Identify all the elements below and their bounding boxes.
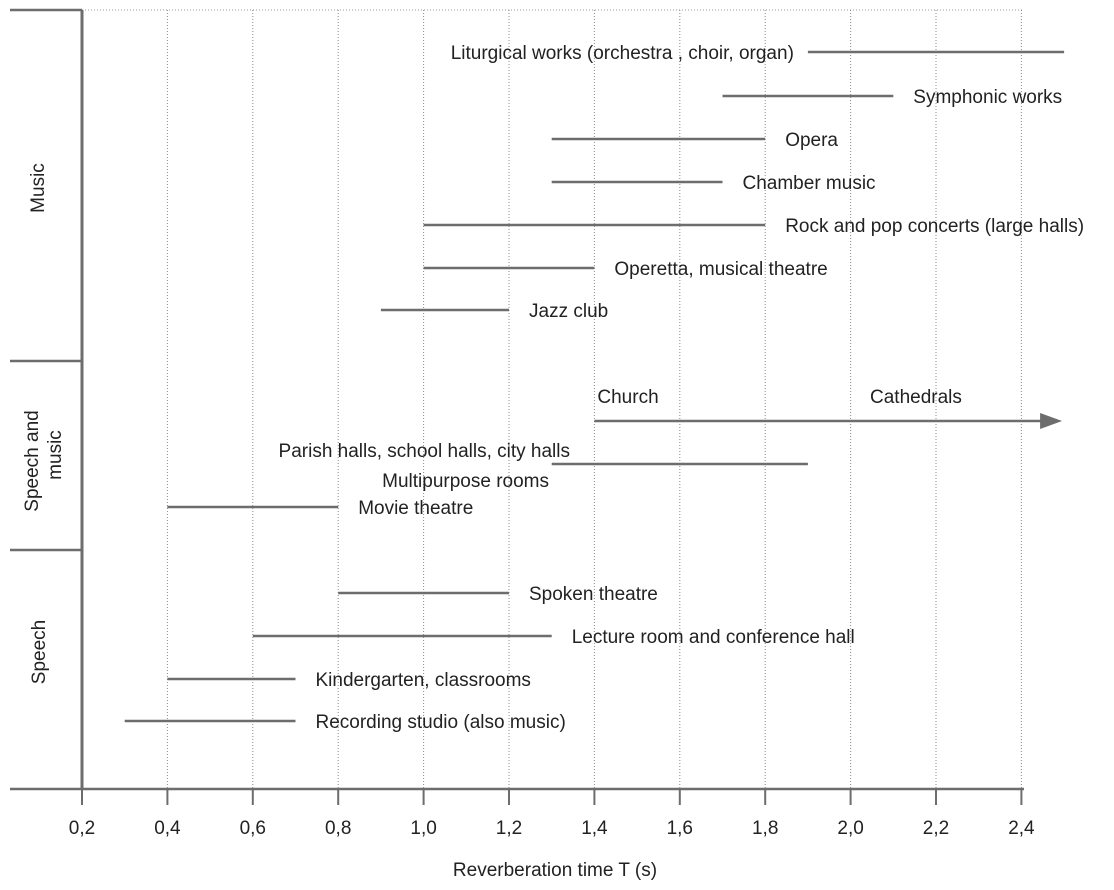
- bar-label: Rock and pop concerts (large halls): [785, 216, 1084, 237]
- group-label: Music: [28, 163, 49, 213]
- bar-label: Lecture room and conference hall: [572, 627, 855, 648]
- bar-label: Kindergarten, classrooms: [316, 670, 531, 691]
- x-tick-label: 1,6: [667, 818, 693, 839]
- x-tick-label: 1,4: [581, 818, 608, 839]
- bar-label: Operetta, musical theatre: [614, 259, 827, 280]
- x-tick-label: 0,4: [154, 818, 181, 839]
- x-tick-label: 1,0: [410, 818, 436, 839]
- x-tick-label: 0,8: [325, 818, 351, 839]
- bar-label: Jazz club: [529, 301, 608, 322]
- x-tick-label: 1,8: [752, 818, 778, 839]
- bar-label: Multipurpose rooms: [382, 471, 549, 492]
- x-tick-label: 2,2: [923, 818, 949, 839]
- x-axis-title: Reverberation time T (s): [453, 860, 657, 881]
- bar-label: Chamber music: [743, 173, 876, 194]
- range-bars: [124, 50, 1065, 723]
- x-tick-label: 0,6: [240, 818, 266, 839]
- arrow-head: [1040, 413, 1063, 429]
- axes: 0,2 0,4 0,6 0,8 1,0 1,2 1,4 1,6 1,8 2,0 2,2 2,4 Musi…: [10, 8, 1035, 839]
- group-label: Speech and: [22, 410, 43, 511]
- bar-label: Church: [597, 387, 658, 408]
- x-tick-label: 1,2: [496, 818, 522, 839]
- bar-label: Symphonic works: [913, 87, 1062, 108]
- x-tick-label: 2,4: [1008, 818, 1035, 839]
- group-label: Speech: [29, 620, 50, 684]
- bar-label: Opera: [785, 130, 838, 151]
- x-tick-label: 0,2: [69, 818, 95, 839]
- bar-label: Parish halls, school halls, city halls: [279, 441, 570, 462]
- bar-label: Movie theatre: [358, 498, 473, 519]
- group-label: music: [45, 430, 66, 480]
- x-tick-label: 2,0: [837, 818, 863, 839]
- bar-label: Liturgical works (orchestra , choir, org…: [451, 43, 794, 64]
- bar-label: Recording studio (also music): [316, 712, 566, 733]
- bar-labels: Liturgical works (orchestra , choir, org…: [279, 43, 1085, 733]
- bar-label: Spoken theatre: [529, 584, 658, 605]
- bar-label: Cathedrals: [870, 387, 962, 408]
